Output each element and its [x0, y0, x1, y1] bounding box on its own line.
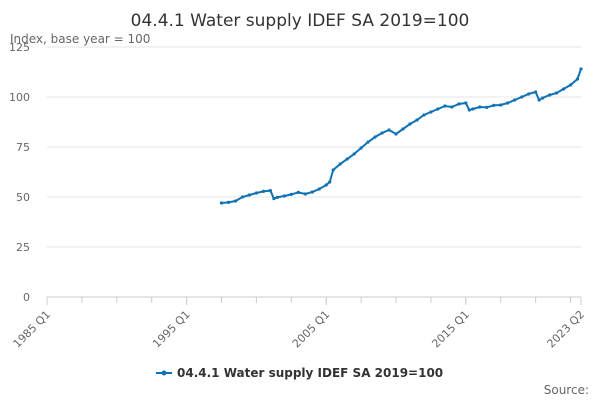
source-label: Source:	[544, 383, 589, 397]
data-point[interactable]	[254, 191, 259, 195]
y-tick-label: 50	[16, 191, 30, 204]
data-point[interactable]	[272, 197, 276, 201]
data-point[interactable]	[373, 135, 377, 139]
data-point[interactable]	[485, 105, 489, 109]
y-tick-label: 25	[16, 241, 30, 254]
data-point[interactable]	[422, 113, 426, 117]
data-point[interactable]	[547, 93, 552, 97]
data-point[interactable]	[478, 105, 482, 109]
series-layer	[219, 67, 583, 205]
legend-marker-swatch	[161, 370, 167, 376]
data-point[interactable]	[401, 127, 405, 131]
x-tick-label: 2005 Q1	[290, 308, 333, 351]
data-point[interactable]	[513, 98, 517, 102]
data-point[interactable]	[415, 118, 419, 122]
series-line	[221, 68, 582, 204]
data-point[interactable]	[219, 201, 224, 205]
data-point[interactable]	[467, 108, 471, 112]
data-point[interactable]	[331, 168, 335, 172]
data-point[interactable]	[352, 152, 356, 156]
x-tick-labels: 1985 Q1 1995 Q1 2005 Q1 2015 Q1 2023 Q2	[11, 308, 588, 351]
data-point[interactable]	[226, 200, 231, 204]
y-tick-label: 0	[23, 291, 30, 304]
x-tick-label: 2023 Q2	[545, 308, 588, 351]
data-point[interactable]	[534, 90, 538, 94]
data-point[interactable]	[527, 92, 531, 96]
y-tick-label: 75	[16, 141, 30, 154]
data-point[interactable]	[324, 183, 328, 187]
data-point[interactable]	[537, 98, 541, 102]
data-point[interactable]	[492, 103, 496, 107]
data-point[interactable]	[268, 189, 272, 193]
y-axis-label: Index, base year = 100	[10, 32, 150, 46]
grid-lines	[46, 46, 582, 305]
data-point[interactable]	[394, 132, 398, 136]
y-tick-label: 125	[9, 41, 30, 54]
data-point[interactable]	[338, 162, 342, 166]
data-point[interactable]	[296, 190, 300, 194]
data-point[interactable]	[554, 91, 559, 95]
x-tick-label: 1985 Q1	[11, 308, 54, 351]
data-point[interactable]	[345, 157, 349, 161]
legend[interactable]: 04.4.1 Water supply IDEF SA 2019=100	[156, 366, 443, 380]
data-point[interactable]	[471, 107, 475, 111]
data-point[interactable]	[275, 195, 279, 199]
y-tick-label: 100	[9, 91, 30, 104]
x-tick-label: 2015 Q1	[429, 308, 472, 351]
data-point[interactable]	[436, 107, 440, 111]
data-point[interactable]	[450, 105, 454, 109]
data-point[interactable]	[233, 199, 238, 203]
y-tick-labels: 0 25 50 75 100 125	[9, 41, 30, 304]
data-point[interactable]	[464, 101, 468, 105]
data-point[interactable]	[366, 140, 370, 144]
data-point[interactable]	[499, 103, 503, 107]
data-point[interactable]	[303, 192, 307, 196]
x-tick-label: 1995 Q1	[150, 308, 193, 351]
data-point[interactable]	[289, 192, 293, 196]
data-point[interactable]	[387, 128, 391, 132]
data-point[interactable]	[506, 101, 510, 105]
data-point[interactable]	[520, 95, 524, 99]
data-point[interactable]	[541, 96, 545, 100]
data-point[interactable]	[240, 195, 245, 199]
data-point[interactable]	[568, 83, 573, 87]
data-point[interactable]	[561, 87, 566, 91]
data-point[interactable]	[247, 193, 252, 197]
data-point[interactable]	[328, 180, 332, 184]
data-point[interactable]	[579, 67, 583, 71]
legend-entry-label: 04.4.1 Water supply IDEF SA 2019=100	[177, 366, 443, 380]
data-point[interactable]	[380, 131, 384, 135]
data-point[interactable]	[408, 122, 412, 126]
data-point[interactable]	[429, 110, 433, 114]
chart-title: 04.4.1 Water supply IDEF SA 2019=100	[131, 11, 470, 31]
data-point[interactable]	[443, 104, 447, 108]
data-point[interactable]	[359, 146, 363, 150]
data-point[interactable]	[457, 102, 461, 106]
data-point[interactable]	[575, 77, 580, 81]
data-point[interactable]	[282, 194, 286, 198]
data-point[interactable]	[310, 190, 314, 194]
data-point[interactable]	[261, 189, 265, 193]
data-point[interactable]	[317, 187, 321, 191]
